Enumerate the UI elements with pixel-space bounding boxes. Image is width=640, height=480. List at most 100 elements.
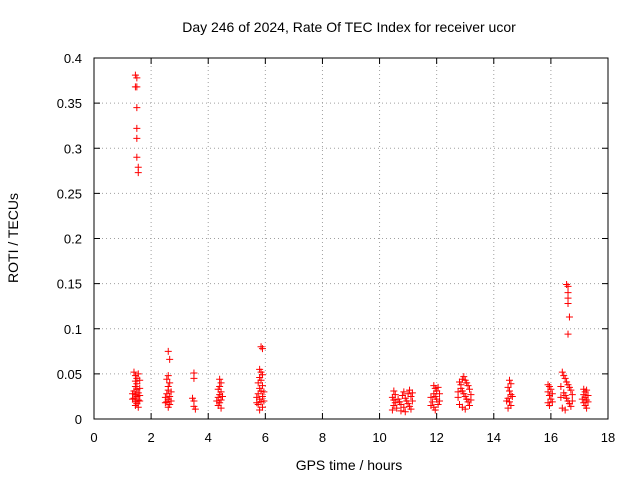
data-point	[578, 395, 586, 403]
data-point	[393, 404, 401, 412]
data-point	[434, 383, 442, 391]
data-point	[464, 382, 472, 390]
data-point	[130, 368, 138, 376]
data-point	[133, 385, 141, 393]
data-point	[548, 390, 556, 398]
data-point	[544, 388, 552, 396]
data-point	[390, 387, 398, 395]
data-point	[166, 379, 174, 387]
data-point	[466, 401, 474, 409]
x-tick-label: 8	[319, 430, 326, 445]
axis-ticks	[93, 57, 609, 420]
data-point	[164, 386, 172, 394]
data-point	[136, 376, 144, 384]
data-point	[133, 134, 141, 142]
y-tick-label: 0.2	[64, 232, 82, 247]
data-point	[567, 386, 575, 394]
data-point	[504, 404, 512, 412]
data-point	[133, 124, 141, 132]
data-point	[467, 396, 475, 404]
data-point	[133, 153, 141, 161]
x-tick-label: 6	[262, 430, 269, 445]
data-point	[213, 397, 221, 405]
y-tick-label: 0.15	[57, 277, 82, 292]
x-tick-label: 16	[544, 430, 558, 445]
data-point	[436, 397, 444, 405]
data-point	[505, 376, 513, 384]
data-point	[557, 383, 565, 391]
data-point	[454, 393, 462, 401]
data-point	[131, 401, 139, 409]
data-point	[557, 393, 565, 401]
data-point	[568, 397, 576, 405]
data-point	[163, 375, 171, 383]
data-point	[427, 401, 435, 409]
data-point	[431, 406, 439, 414]
data-point	[408, 397, 416, 405]
data-point	[544, 381, 552, 389]
data-point	[561, 374, 569, 382]
data-point	[167, 388, 175, 396]
x-tick-label: 18	[601, 430, 615, 445]
x-tick-label: 14	[487, 430, 501, 445]
data-point	[161, 399, 169, 407]
data-point	[131, 391, 139, 399]
x-tick-label: 10	[372, 430, 386, 445]
x-tick-label: 0	[90, 430, 97, 445]
grid	[94, 58, 608, 419]
data-point	[508, 392, 516, 400]
data-point	[407, 392, 415, 400]
data-point	[166, 355, 174, 363]
data-point	[407, 405, 415, 413]
data-point	[583, 404, 591, 412]
data-point	[254, 401, 262, 409]
data-point	[568, 391, 576, 399]
y-tick-label: 0	[75, 412, 82, 427]
x-tick-labels: 0 2 4 6 8 10 12 14 16 18	[90, 430, 615, 445]
x-tick-label: 4	[205, 430, 212, 445]
data-point	[133, 74, 141, 82]
data-point	[134, 396, 142, 404]
data-point	[434, 401, 442, 409]
data-point	[564, 299, 572, 307]
data-point	[129, 395, 137, 403]
y-tick-label: 0.35	[57, 96, 82, 111]
data-point	[548, 398, 556, 406]
data-point	[133, 104, 141, 112]
x-axis-label: GPS time / hours	[296, 457, 403, 473]
data-point	[561, 406, 569, 414]
data-point	[460, 373, 468, 381]
data-point	[217, 404, 225, 412]
y-tick-labels: 0 0.05 0.1 0.15 0.2 0.25 0.3 0.35 0.4	[57, 51, 82, 427]
data-point	[503, 397, 511, 405]
data-point	[191, 405, 199, 413]
data-point	[134, 169, 142, 177]
data-point	[436, 390, 444, 398]
data-point	[216, 375, 224, 383]
data-point	[164, 403, 172, 411]
data-point	[130, 394, 138, 402]
data-point	[136, 397, 144, 405]
data-point	[558, 368, 566, 376]
y-tick-label: 0.25	[57, 186, 82, 201]
data-point	[260, 397, 268, 405]
data-point	[584, 398, 592, 406]
data-point	[408, 389, 416, 397]
x-tick-label: 12	[429, 430, 443, 445]
data-point	[167, 397, 175, 405]
data-point	[217, 379, 225, 387]
data-point	[558, 404, 566, 412]
data-point	[258, 345, 266, 353]
y-tick-label: 0.05	[57, 367, 82, 382]
data-point	[505, 398, 513, 406]
data-point	[253, 399, 261, 407]
data-point	[164, 372, 172, 380]
data-point	[433, 395, 441, 403]
data-point	[219, 392, 226, 400]
data-point	[563, 281, 571, 289]
data-point	[260, 388, 268, 396]
data-point	[584, 392, 592, 400]
data-point	[466, 385, 474, 393]
data-point	[136, 384, 144, 392]
data-point	[507, 391, 515, 399]
